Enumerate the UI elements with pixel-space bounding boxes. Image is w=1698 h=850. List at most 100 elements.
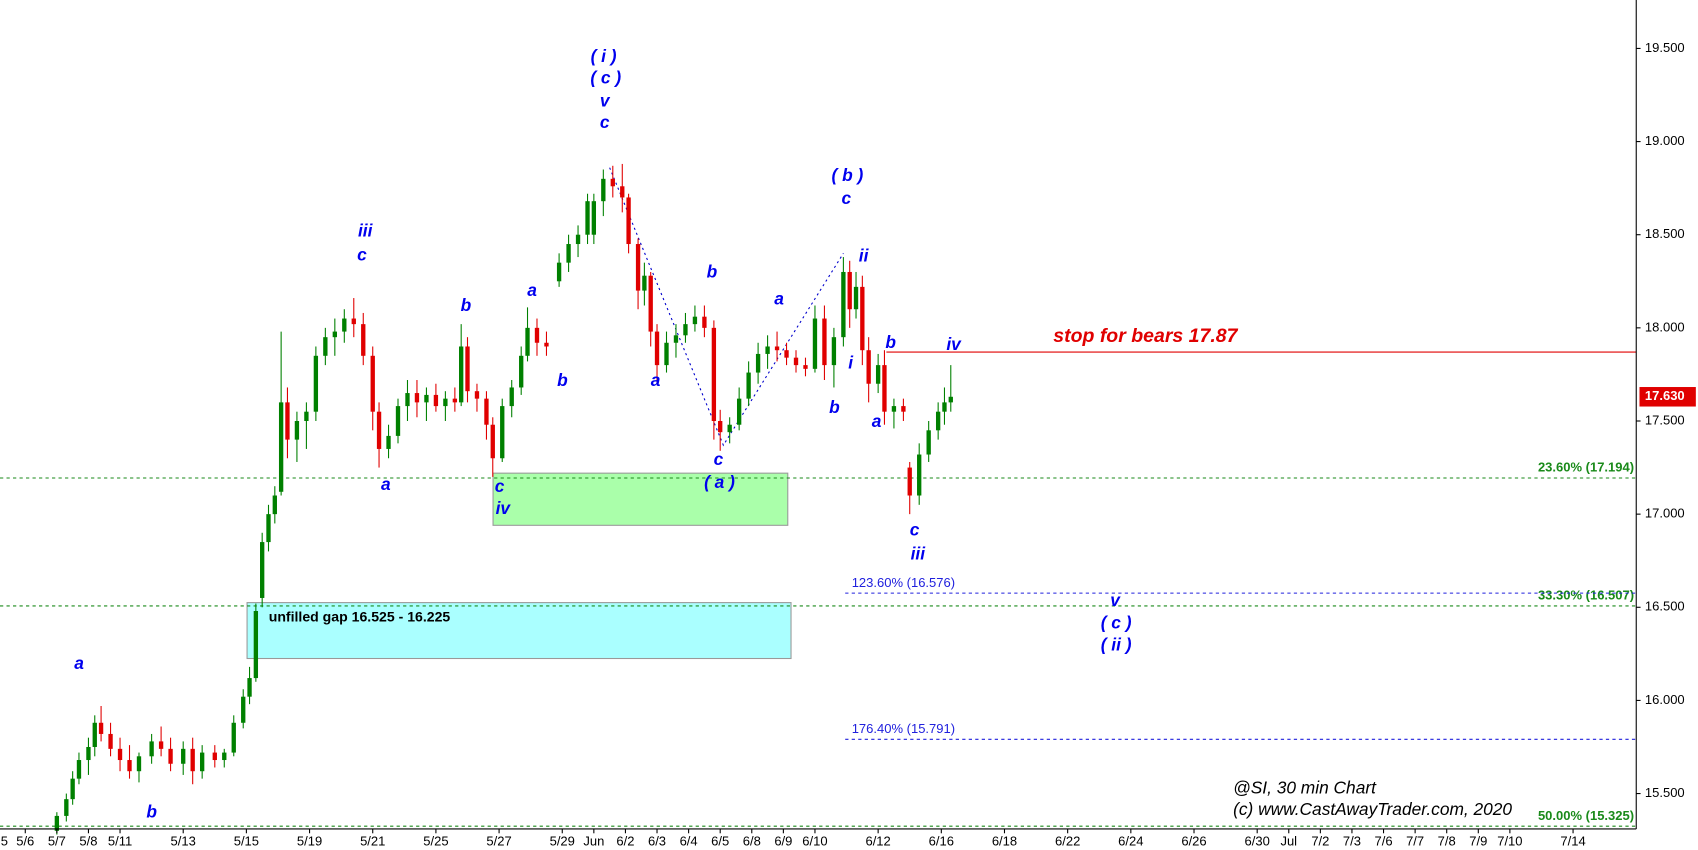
wave-label: a xyxy=(527,280,537,300)
x-tick-label: 6/2 xyxy=(616,833,634,848)
wave-label: b xyxy=(829,397,840,417)
candle-body xyxy=(190,748,195,772)
candle-body xyxy=(648,275,653,332)
candle-body xyxy=(718,420,723,433)
candle-body xyxy=(901,406,906,412)
candle-body xyxy=(585,201,590,235)
candle-body xyxy=(711,327,717,421)
candle-body xyxy=(158,741,164,749)
candle-body xyxy=(860,286,865,351)
candle-body xyxy=(323,337,328,356)
candle-body xyxy=(626,197,631,245)
x-tick-label: 7/8 xyxy=(1438,833,1456,848)
candle-body xyxy=(793,357,799,366)
wave-label: iv xyxy=(496,498,512,518)
wave-label: b xyxy=(885,332,896,352)
wave-label: iv xyxy=(946,334,962,354)
y-tick-label: 16.500 xyxy=(1645,599,1685,614)
wave-label: v xyxy=(1110,590,1121,610)
x-tick-label: 6/5 xyxy=(711,833,729,848)
candle-body xyxy=(591,201,597,235)
y-tick-label: 19.000 xyxy=(1645,133,1685,148)
x-tick-label: 6/9 xyxy=(774,833,792,848)
candle-body xyxy=(342,318,347,332)
candle-body xyxy=(755,353,761,373)
wave-label: a xyxy=(651,370,661,390)
candle-body xyxy=(642,275,647,291)
candle-body xyxy=(313,355,319,412)
candle-body xyxy=(285,402,290,440)
candle-body xyxy=(917,454,922,496)
candle-body xyxy=(702,316,707,328)
y-tick-label: 18.500 xyxy=(1645,226,1685,241)
wave-label: c xyxy=(714,449,724,469)
candle-body xyxy=(433,394,439,407)
candle-body xyxy=(231,722,236,753)
wave-label: a xyxy=(74,653,84,673)
wave-label: b xyxy=(707,262,718,282)
candle-body xyxy=(294,420,300,440)
x-tick-label: 6/30 xyxy=(1245,833,1270,848)
candle-body xyxy=(86,746,91,761)
x-tick-label: 6/24 xyxy=(1118,833,1143,848)
candle-body xyxy=(212,752,217,761)
candle-body xyxy=(664,342,669,366)
wave-label: b xyxy=(557,370,568,390)
y-tick-label: 17.500 xyxy=(1645,412,1685,427)
x-tick-label: 5/7 xyxy=(48,833,66,848)
x-tick-label: 7/9 xyxy=(1469,833,1487,848)
candle-body xyxy=(64,799,69,816)
x-tick-label: 5/15 xyxy=(234,833,259,848)
x-tick-label: 5/21 xyxy=(360,833,385,848)
candle-body xyxy=(127,760,132,772)
candle-body xyxy=(935,411,941,431)
candle-body xyxy=(566,244,571,263)
candle-body xyxy=(117,748,123,761)
wave-label: a xyxy=(774,289,784,309)
wave-label: a xyxy=(872,411,882,431)
candle-body xyxy=(654,331,660,366)
candle-body xyxy=(474,391,480,399)
x-tick-label: 7/3 xyxy=(1343,833,1361,848)
candle-body xyxy=(822,318,827,366)
wave-label: c xyxy=(841,188,851,208)
x-tick-label: 6/8 xyxy=(743,833,761,848)
candle-body xyxy=(746,372,751,399)
candle-body xyxy=(907,467,912,496)
candle-body xyxy=(168,748,173,764)
x-tick-label: 5/27 xyxy=(486,833,511,848)
candle-body xyxy=(459,346,464,403)
wave-label: c xyxy=(357,244,367,264)
candle-body xyxy=(847,271,852,310)
y-tick-label: 17.000 xyxy=(1645,506,1685,521)
wave-label: ( a ) xyxy=(704,472,735,492)
candle-body xyxy=(108,733,113,749)
x-tick-label: 5/6 xyxy=(16,833,34,848)
x-tick-label: 6/4 xyxy=(680,833,698,848)
candle-body xyxy=(98,722,104,734)
wave-label: c xyxy=(495,476,505,496)
x-tick-label: 5/11 xyxy=(108,833,132,848)
wave-label: i xyxy=(848,353,854,373)
y-tick-label: 15.500 xyxy=(1645,785,1685,800)
source-note: @SI, 30 min Chart xyxy=(1233,777,1377,797)
candle-body xyxy=(853,286,859,310)
x-tick-label: 6/16 xyxy=(929,833,954,848)
candle-body xyxy=(405,393,410,407)
candle-body xyxy=(519,355,524,388)
candle-body xyxy=(376,411,382,449)
x-tick-label: 5/19 xyxy=(297,833,322,848)
candle-body xyxy=(199,752,205,772)
candle-body xyxy=(443,398,448,407)
wave-label: ( c ) xyxy=(1101,613,1132,633)
y-tick-label: 16.000 xyxy=(1645,692,1685,707)
candle-body xyxy=(866,350,871,384)
candle-body xyxy=(575,234,581,245)
candle-body xyxy=(774,346,780,351)
candle-body xyxy=(765,346,770,354)
x-tick-label: 7/10 xyxy=(1497,833,1522,848)
stop-label: stop for bears 17.87 xyxy=(1053,325,1238,347)
candle-body xyxy=(332,331,337,338)
